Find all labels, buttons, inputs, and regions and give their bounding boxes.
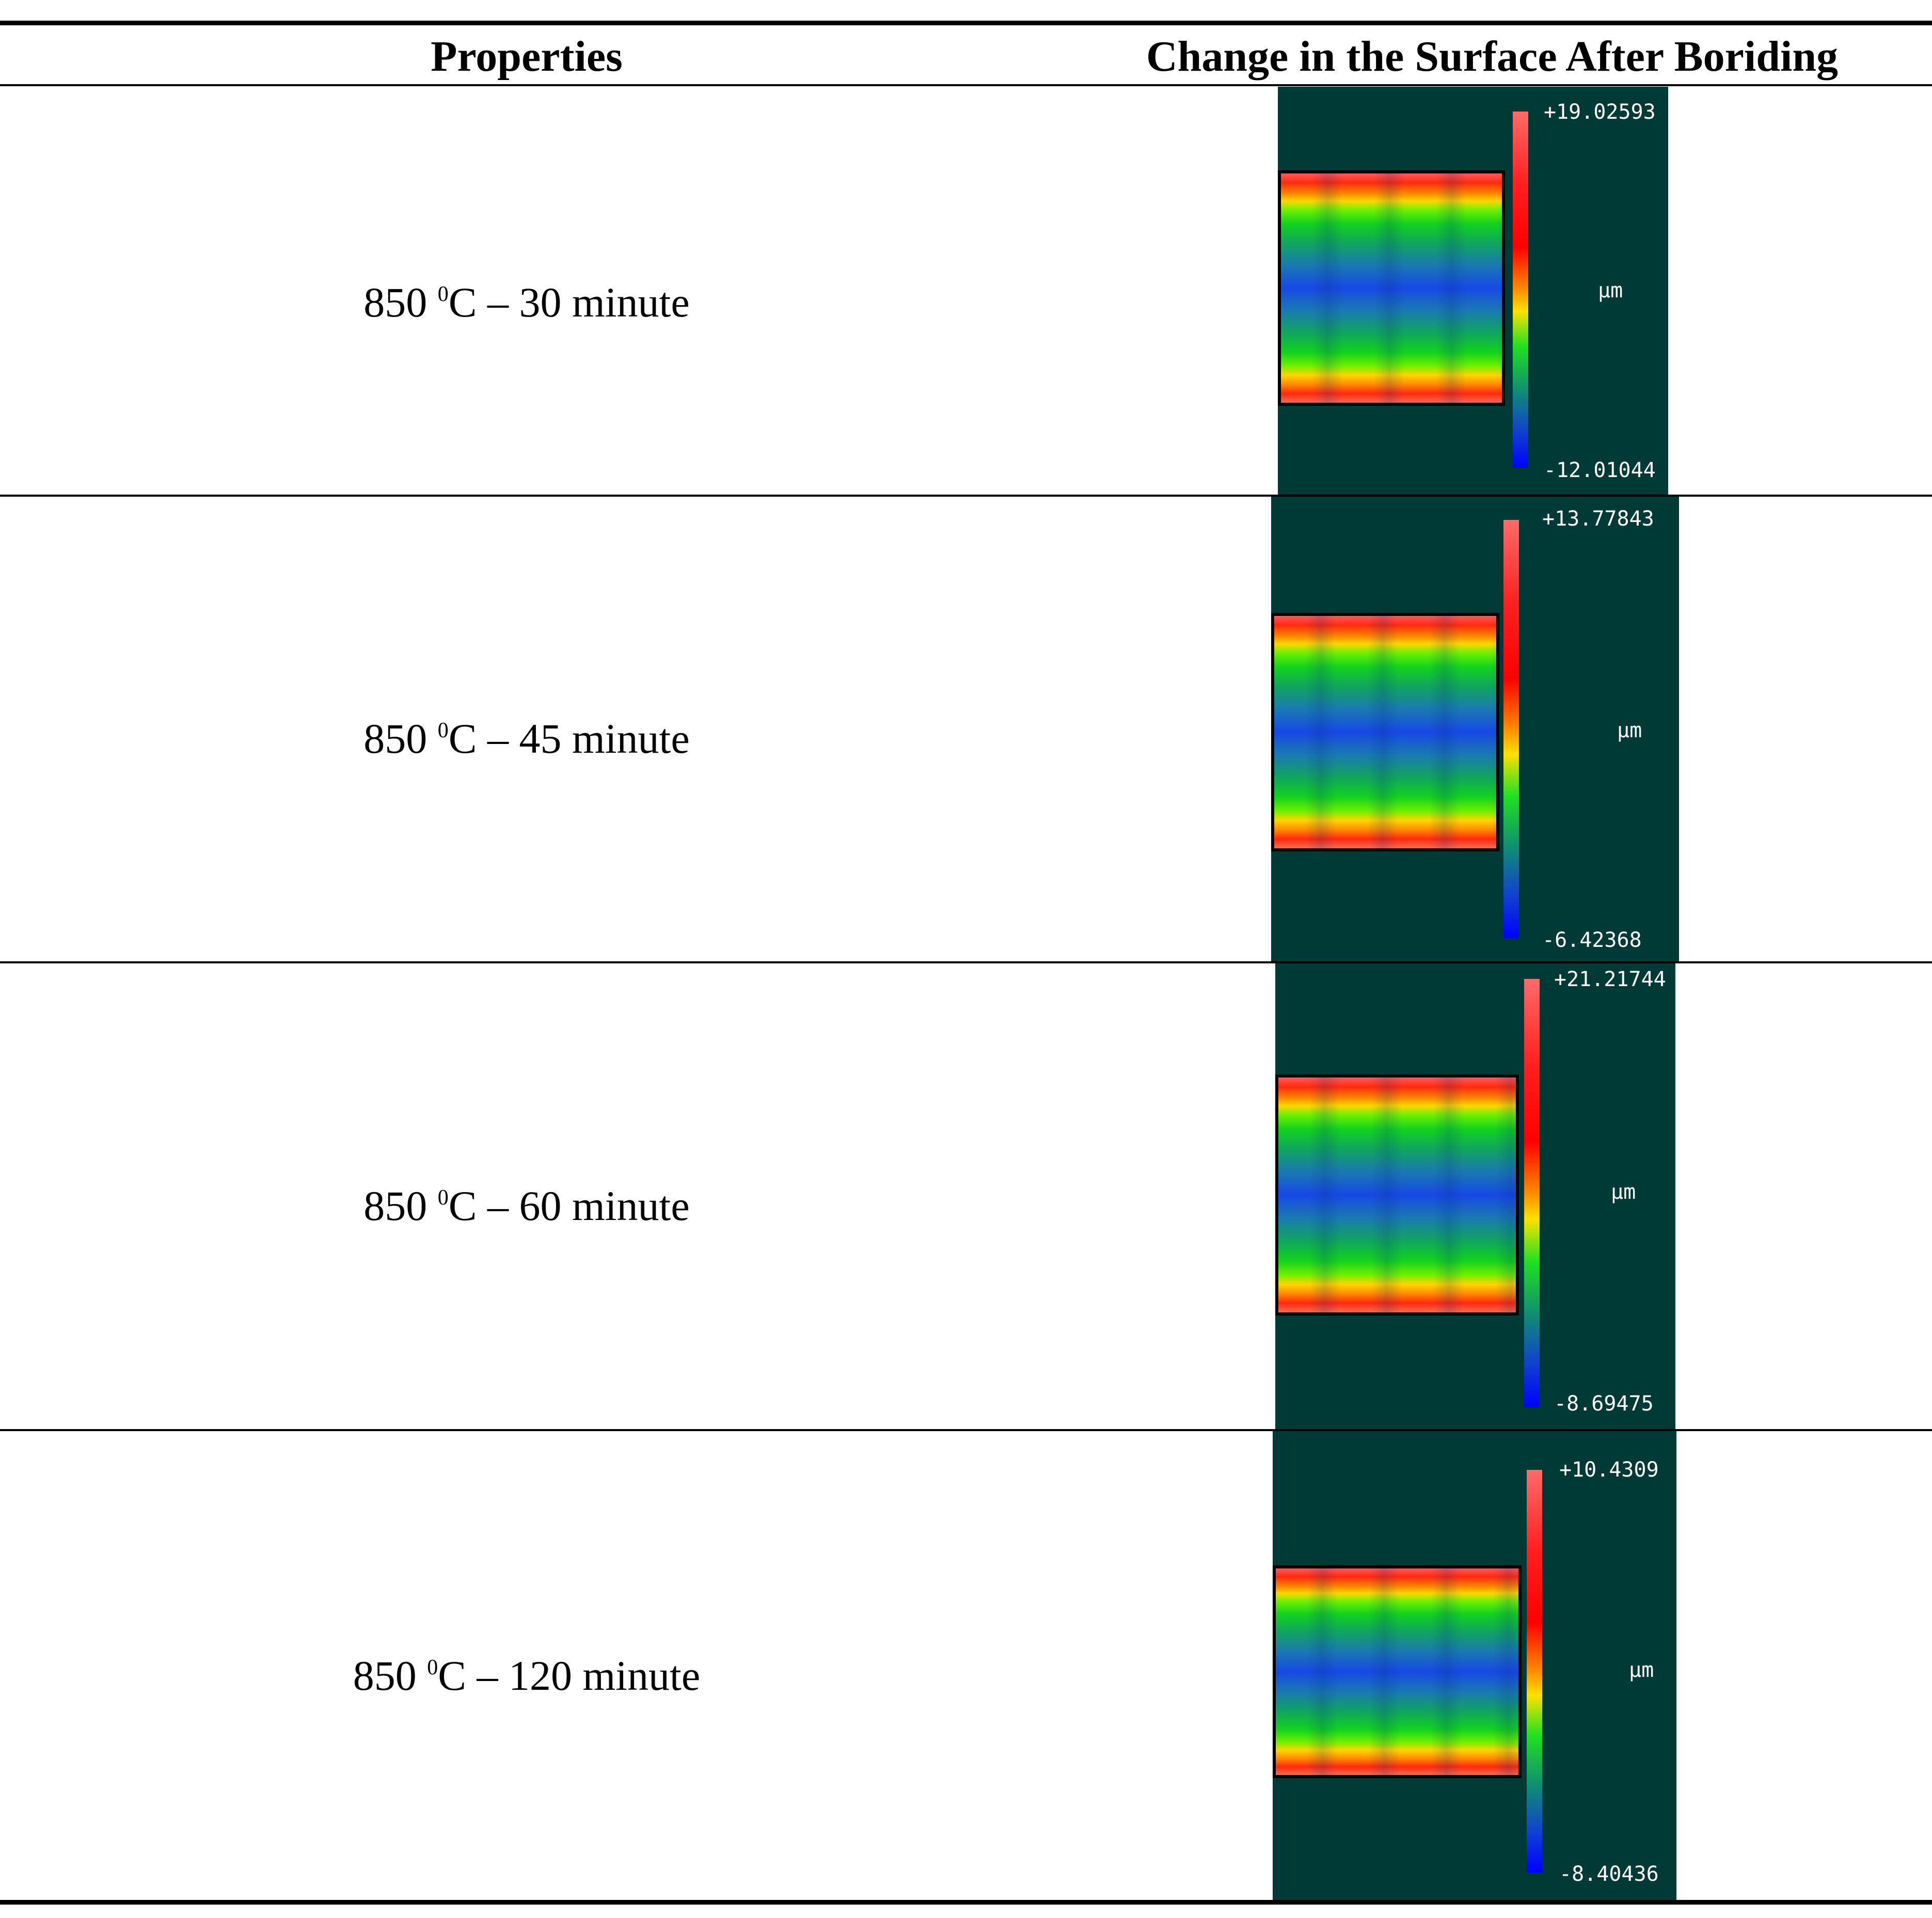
column-header-surface-change: Change in the Surface After Boriding [1146, 33, 1839, 81]
scale-max-label: +10.4309 [1559, 1458, 1659, 1482]
scale-unit-label: μm [1629, 1658, 1654, 1682]
height-map [1278, 170, 1505, 406]
row-label: 850 0C – 30 minute [363, 279, 690, 326]
color-scale-bar [1503, 520, 1519, 938]
scale-min-label: -12.01044 [1544, 458, 1656, 482]
scale-unit-label: μm [1611, 1180, 1636, 1204]
scale-min-label: -8.40436 [1559, 1862, 1659, 1886]
row-label: 850 0C – 120 minute [353, 1652, 701, 1699]
row-divider [0, 961, 1932, 963]
scale-unit-label: μm [1617, 719, 1642, 742]
scale-max-label: +21.21744 [1554, 968, 1666, 991]
surface-profile-image: +13.77843 μm -6.42368 [1271, 497, 1679, 961]
surface-profile-image: +19.02593 μm -12.01044 [1278, 87, 1668, 495]
column-header-properties: Properties [431, 33, 623, 81]
header-bottom-rule [0, 84, 1932, 86]
scale-min-label: -8.69475 [1554, 1392, 1654, 1416]
color-scale-bar [1527, 1470, 1542, 1873]
row-label: 850 0C – 45 minute [363, 715, 690, 762]
row-divider [0, 1429, 1932, 1431]
height-map [1275, 1074, 1519, 1315]
table-top-rule [0, 21, 1932, 25]
scale-unit-label: μm [1598, 279, 1623, 303]
color-scale-bar [1524, 979, 1540, 1407]
surface-profile-image: +21.21744 μm -8.69475 [1275, 963, 1675, 1429]
row-divider [0, 495, 1932, 497]
surface-profile-image: +10.4309 μm -8.40436 [1273, 1431, 1676, 1900]
color-scale-bar [1513, 112, 1528, 468]
height-map [1273, 1565, 1522, 1778]
table-bottom-rule [0, 1900, 1932, 1905]
height-map [1271, 613, 1499, 851]
row-label: 850 0C – 60 minute [363, 1182, 690, 1229]
scale-min-label: -6.42368 [1542, 928, 1642, 952]
scale-max-label: +13.77843 [1542, 507, 1654, 531]
scale-max-label: +19.02593 [1544, 100, 1656, 124]
